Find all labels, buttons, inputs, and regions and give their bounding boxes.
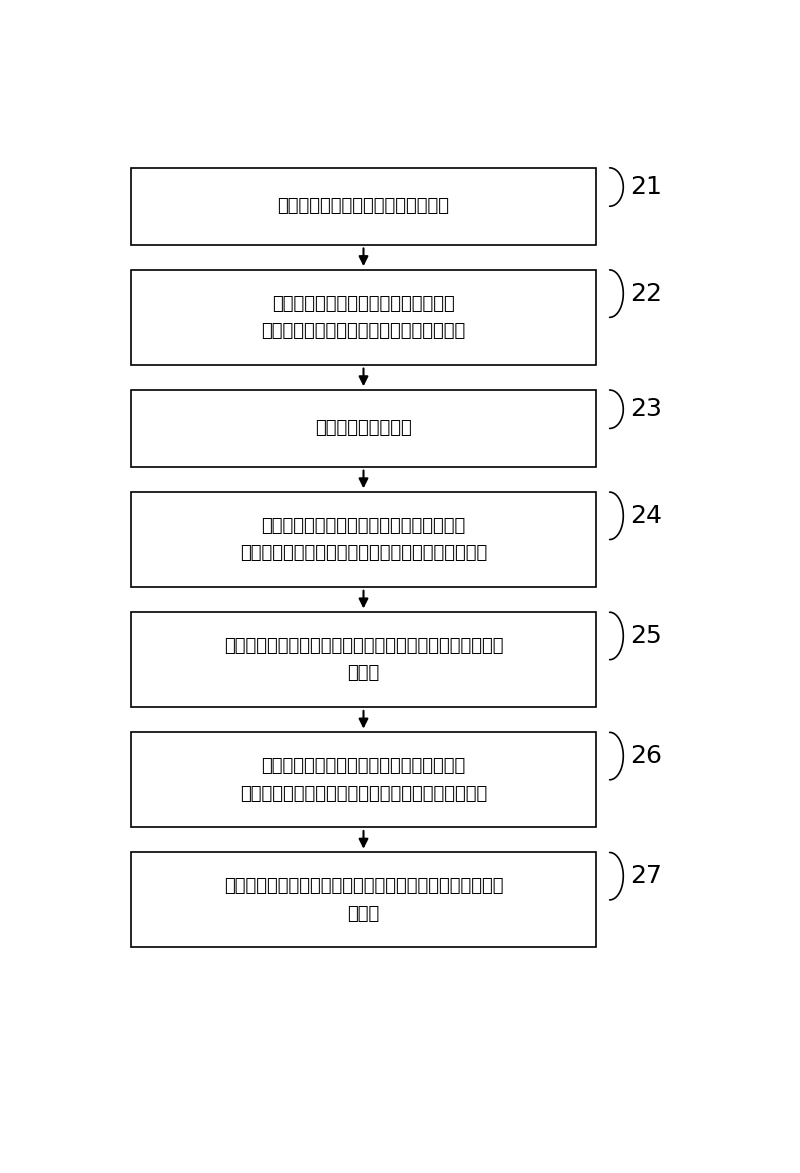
FancyBboxPatch shape <box>131 168 596 245</box>
Text: 特征点: 特征点 <box>347 904 380 923</box>
Text: 确定出眼睛的中轴线: 确定出眼睛的中轴线 <box>315 420 412 438</box>
Text: 27: 27 <box>630 865 662 888</box>
FancyBboxPatch shape <box>131 853 596 948</box>
Text: 特征点: 特征点 <box>347 664 380 683</box>
Text: 24: 24 <box>630 504 662 528</box>
Text: 从上下眼皮外轮廓特征点的候选点对中确定上下眼皮外轮廓: 从上下眼皮外轮廓特征点的候选点对中确定上下眼皮外轮廓 <box>224 637 503 655</box>
FancyBboxPatch shape <box>131 612 596 707</box>
FancyBboxPatch shape <box>131 493 596 586</box>
Text: 获取输入人脸图像帧人脸眼角点位置: 获取输入人脸图像帧人脸眼角点位置 <box>278 197 450 215</box>
Text: 对输入人脸图像帧进行尺寸和角度的归一化: 对输入人脸图像帧进行尺寸和角度的归一化 <box>262 323 466 340</box>
Text: 获取输入人脸图像帧人脸嘴角点位置，: 获取输入人脸图像帧人脸嘴角点位置， <box>272 294 455 312</box>
Text: 确定多个上下眼皮外轮廓特征点的候选点，: 确定多个上下眼皮外轮廓特征点的候选点， <box>262 517 466 535</box>
Text: 25: 25 <box>630 624 662 647</box>
Text: 并将上眼皮候选点与下眼皮候选点组成多对候选点对: 并将上眼皮候选点与下眼皮候选点组成多对候选点对 <box>240 544 487 562</box>
Text: 确定多个上下眉毛外轮廓特征点的候选点，: 确定多个上下眉毛外轮廓特征点的候选点， <box>262 757 466 775</box>
Text: 23: 23 <box>630 398 662 421</box>
Text: 并将上眉毛候选点与下眉毛候选点组成多对候选点对: 并将上眉毛候选点与下眉毛候选点组成多对候选点对 <box>240 785 487 802</box>
Text: 从上下眉毛外轮廓特征点的候选点对中确定上下眉毛外轮廓: 从上下眉毛外轮廓特征点的候选点对中确定上下眉毛外轮廓 <box>224 877 503 895</box>
FancyBboxPatch shape <box>131 270 596 365</box>
Text: 22: 22 <box>630 282 662 306</box>
FancyBboxPatch shape <box>131 391 596 467</box>
Text: 26: 26 <box>630 744 662 768</box>
Text: 21: 21 <box>630 175 662 199</box>
FancyBboxPatch shape <box>131 732 596 827</box>
